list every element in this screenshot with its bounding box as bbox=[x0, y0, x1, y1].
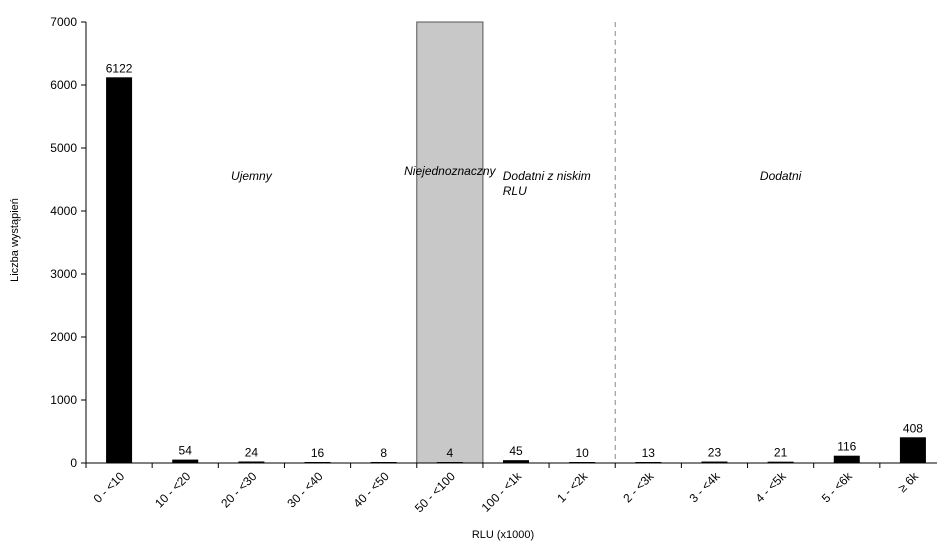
x-axis-title: RLU (x1000) bbox=[472, 529, 534, 541]
bar-7 bbox=[569, 462, 596, 463]
data-label-5: 4 bbox=[447, 446, 454, 460]
y-tick-label: 3000 bbox=[50, 267, 77, 281]
bar-3 bbox=[304, 461, 331, 463]
y-axis-title: Liczba wystąpień bbox=[9, 198, 21, 282]
bar-9 bbox=[701, 461, 728, 463]
bar-2 bbox=[238, 461, 265, 463]
bar-11 bbox=[833, 455, 860, 463]
bar-6 bbox=[503, 460, 529, 463]
y-tick-label: 7000 bbox=[50, 15, 77, 29]
y-tick-label: 1000 bbox=[50, 393, 77, 407]
bar-12 bbox=[899, 437, 926, 463]
axis-layer: 0 1000 2000 3000 4000 5000 6000 7000 bbox=[50, 15, 937, 470]
bar-4 bbox=[370, 462, 397, 463]
x-tick-label-2: 20 - <30 bbox=[218, 469, 260, 511]
label-layer: 6122 0 - <10 54 10 - <20 24 20 - <30 16 30 - <4… bbox=[91, 61, 924, 515]
y-tick-label: 6000 bbox=[50, 78, 77, 92]
data-label-8: 13 bbox=[642, 446, 656, 460]
x-tick-label-11: 5 - <6k bbox=[819, 469, 856, 506]
data-label-9: 23 bbox=[708, 446, 722, 460]
data-label-3: 16 bbox=[311, 446, 325, 460]
bar-layer bbox=[106, 77, 926, 464]
region-label-2: Dodatni z niskim RLU bbox=[503, 169, 591, 198]
y-tick-label: 2000 bbox=[50, 330, 77, 344]
x-tick-label-0: 0 - <10 bbox=[91, 469, 128, 506]
bar-1 bbox=[172, 459, 199, 463]
data-label-11: 116 bbox=[837, 440, 856, 454]
region-layer: Ujemny Niejednoznaczny Dodatni z niskim RLU… bbox=[231, 164, 802, 198]
x-tick-label-4: 40 - <50 bbox=[351, 469, 393, 511]
x-tick-label-12: ≥ 6k bbox=[895, 469, 922, 496]
shade-layer bbox=[416, 21, 484, 464]
region-label-0: Ujemny bbox=[231, 169, 273, 183]
region-label-1: Niejednoznaczny bbox=[404, 164, 496, 178]
data-label-1: 54 bbox=[179, 444, 193, 458]
shaded-region-1 bbox=[416, 21, 484, 464]
y-tick-label: 4000 bbox=[50, 204, 77, 218]
bar-8 bbox=[635, 462, 662, 463]
data-label-2: 24 bbox=[245, 445, 259, 459]
data-label-6: 45 bbox=[509, 444, 523, 458]
bar-10 bbox=[767, 461, 794, 463]
x-tick-label-6: 100 - <1k bbox=[479, 469, 525, 515]
x-tick-label-3: 30 - <40 bbox=[284, 469, 326, 511]
data-label-10: 21 bbox=[774, 446, 788, 460]
bar-5 bbox=[436, 462, 463, 463]
x-tick-label-8: 2 - <3k bbox=[620, 469, 657, 506]
y-tick-label: 0 bbox=[70, 456, 77, 470]
y-tick-label: 5000 bbox=[50, 141, 77, 155]
bar-0 bbox=[106, 77, 133, 464]
data-label-0: 6122 bbox=[106, 61, 133, 75]
data-label-4: 8 bbox=[380, 446, 387, 460]
x-tick-label-7: 1 - <2k bbox=[554, 469, 591, 506]
data-label-12: 408 bbox=[903, 421, 923, 435]
x-tick-label-9: 3 - <4k bbox=[686, 469, 723, 506]
region-label-3: Dodatni bbox=[760, 169, 802, 183]
data-label-7: 10 bbox=[575, 446, 589, 460]
x-tick-label-10: 4 - <5k bbox=[753, 469, 790, 506]
x-tick-label-1: 10 - <20 bbox=[152, 469, 194, 511]
x-tick-label-5: 50 - <100 bbox=[412, 469, 458, 515]
